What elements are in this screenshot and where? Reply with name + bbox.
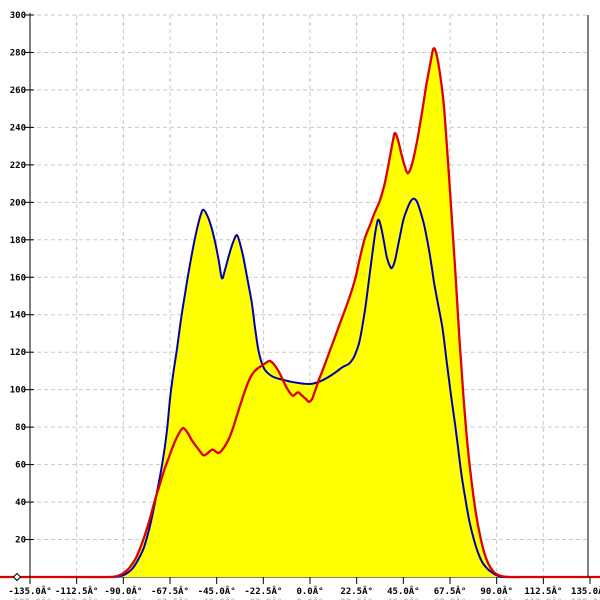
y-tick-label: 160 (10, 273, 26, 283)
x-tick-label: -67.5Â° (151, 585, 189, 597)
x-tick-label-ghost: 67.5Â° (434, 596, 467, 600)
x-tick-label: 22.5Â° (340, 585, 373, 597)
x-tick-label: -112.5Â° (55, 585, 98, 597)
x-tick-label-ghost: 22.5Â° (340, 596, 373, 600)
x-tick-label-ghost: 112.5Â° (524, 596, 562, 600)
x-tick-label-ghost: -22.5Â° (244, 596, 282, 600)
y-tick-label: 180 (10, 236, 26, 246)
y-tick-label: 260 (10, 86, 26, 96)
y-tick-label: 20 (15, 536, 26, 546)
y-tick-label: 300 (10, 11, 26, 21)
x-tick-label-ghost: 45.0Â° (387, 596, 420, 600)
x-tick-label: 112.5Â° (524, 585, 562, 597)
blue-series-line (30, 197, 590, 579)
y-tick-label: 80 (15, 423, 26, 433)
y-tick-label: 200 (10, 198, 26, 208)
x-tick-label: 0.0Â° (296, 585, 323, 597)
x-tick-label: -22.5Â° (244, 585, 282, 597)
y-tick-label: 220 (10, 161, 26, 171)
y-tick-label: 280 (10, 48, 26, 58)
x-tick-label-ghost: 90.0Â° (480, 596, 513, 600)
x-tick-label-ghost: -67.5Â° (151, 596, 189, 600)
zero-diamond-marker (12, 572, 22, 582)
x-tick-label: -135.0Â° (8, 585, 51, 597)
x-tick-label: 45.0Â° (387, 585, 420, 597)
x-tick-label-ghost: -45.0Â° (198, 596, 236, 600)
x-tick-label-ghost: -90.0Â° (104, 596, 142, 600)
blue-series-area-fill (30, 198, 590, 578)
x-tick-label: 90.0Â° (480, 585, 513, 597)
x-tick-label: -90.0Â° (104, 585, 142, 597)
y-tick-label: 240 (10, 123, 26, 133)
y-tick-label: 40 (15, 498, 26, 508)
x-tick-label: 67.5Â° (434, 585, 467, 597)
x-tick-label-ghost: 135.0Â° (571, 596, 600, 600)
x-tick-label-ghost: -135.0Â° (8, 596, 51, 600)
x-tick-label-ghost: 0.0Â° (296, 596, 323, 600)
red-series-line (0, 47, 600, 579)
y-tick-label: 140 (10, 311, 26, 321)
y-tick-label: 60 (15, 461, 26, 471)
x-tick-label-ghost: -112.5Â° (55, 596, 98, 600)
y-tick-label: 100 (10, 386, 26, 396)
y-tick-label: 120 (10, 348, 26, 358)
x-tick-label: -45.0Â° (198, 585, 236, 597)
x-tick-label: 135.0Â° (571, 585, 600, 597)
